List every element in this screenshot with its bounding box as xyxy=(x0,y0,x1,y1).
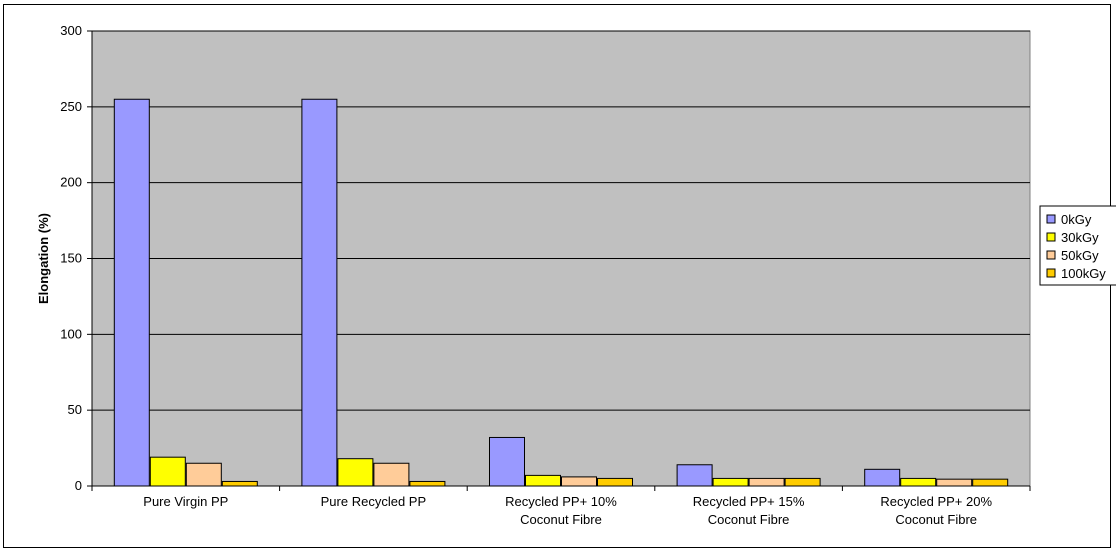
x-tick-label: Recycled PP+ 20% xyxy=(880,494,992,509)
bar-100kGy-3 xyxy=(597,477,633,487)
bar-50kGy-3 xyxy=(561,476,597,487)
bar-30kGy-3 xyxy=(525,474,561,487)
legend-swatch-0kGy xyxy=(1046,214,1056,224)
legend-label: 100kGy xyxy=(1061,266,1106,281)
y-tick-label: 50 xyxy=(68,402,82,417)
y-tick-label: 0 xyxy=(75,478,82,493)
bar-50kGy-4 xyxy=(748,477,785,487)
bar-100kGy-4 xyxy=(784,477,821,487)
bar-100kGy-5 xyxy=(972,478,1009,487)
bar-30kGy-4 xyxy=(712,477,749,487)
bar-0kGy-3 xyxy=(489,436,525,487)
legend-label: 0kGy xyxy=(1061,212,1092,227)
bar-0kGy-2 xyxy=(301,98,338,487)
legend-label: 30kGy xyxy=(1061,230,1099,245)
bar-50kGy-2 xyxy=(373,462,410,487)
bar-50kGy-5 xyxy=(936,478,973,487)
bar-100kGy-1 xyxy=(221,480,258,487)
y-tick-label: 200 xyxy=(60,175,82,190)
y-tick-label: 250 xyxy=(60,99,82,114)
y-tick-label: 100 xyxy=(60,326,82,341)
legend-swatch-100kGy xyxy=(1046,268,1056,278)
y-tick-label: 150 xyxy=(60,251,82,266)
x-tick-label: Pure Virgin PP xyxy=(143,494,228,509)
bar-0kGy-1 xyxy=(113,98,150,487)
x-tick-label: Pure Recycled PP xyxy=(321,494,427,509)
bar-30kGy-1 xyxy=(149,456,186,487)
bar-100kGy-2 xyxy=(409,480,446,487)
bar-30kGy-5 xyxy=(900,477,937,487)
x-tick-label: Coconut Fibre xyxy=(895,512,977,527)
legend-swatch-50kGy xyxy=(1046,250,1056,260)
bar-0kGy-5 xyxy=(864,468,901,487)
x-tick-label: Recycled PP+ 10% xyxy=(505,494,617,509)
legend-swatch-30kGy xyxy=(1046,232,1056,242)
x-tick-label: Coconut Fibre xyxy=(520,512,602,527)
x-tick-label: Coconut Fibre xyxy=(708,512,790,527)
bar-50kGy-1 xyxy=(185,462,222,487)
y-axis-title: Elongation (%) xyxy=(36,213,51,304)
legend-label: 50kGy xyxy=(1061,248,1099,263)
y-tick-label: 300 xyxy=(60,23,82,38)
bar-0kGy-4 xyxy=(676,464,713,487)
x-tick-label: Recycled PP+ 15% xyxy=(693,494,805,509)
bar-30kGy-2 xyxy=(337,458,374,487)
